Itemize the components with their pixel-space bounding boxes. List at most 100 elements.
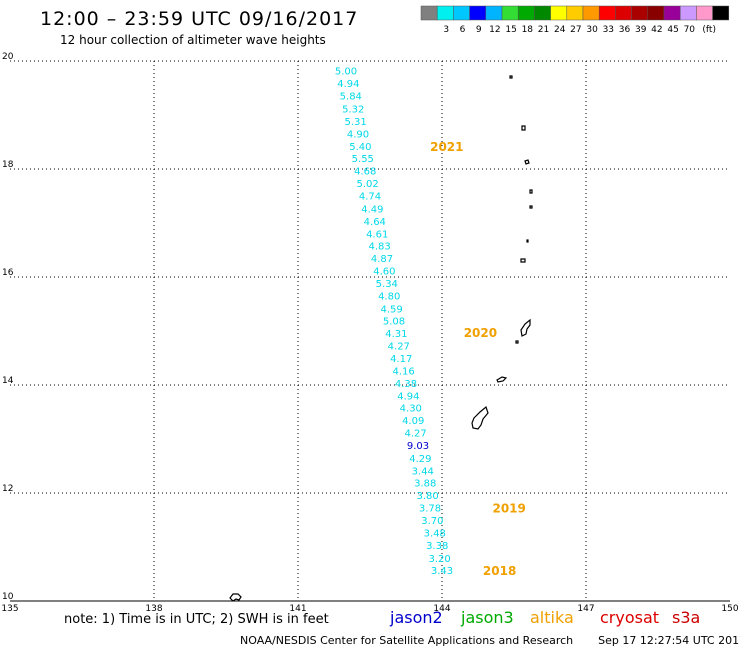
island <box>521 125 526 131</box>
wave-height-label: 5.32 <box>342 105 364 116</box>
satellite-label-altika: altika <box>530 608 574 627</box>
lon-tick-label: 141 <box>289 604 306 612</box>
pass-label: 2021 <box>430 140 463 154</box>
satellite-label-s3a: s3a <box>672 608 701 627</box>
island <box>524 159 530 165</box>
pass-label: 2018 <box>483 564 516 578</box>
wave-height-label: 4.74 <box>359 191 381 202</box>
island <box>520 318 531 337</box>
color-scale-legend: 3 6 9 12 15 18 21 24 27 30 33 36 39 42 45 70 (ft) <box>420 5 730 35</box>
island <box>529 189 533 194</box>
color-scale-label: 42 <box>651 25 662 35</box>
wave-height-label: 3.78 <box>419 504 441 515</box>
color-scale-label: 3 <box>443 25 449 35</box>
wave-height-label: 3.88 <box>414 479 436 490</box>
wave-height-label: 5.40 <box>349 142 371 153</box>
wave-height-label: 4.27 <box>388 342 410 353</box>
wave-height-label: 4.30 <box>400 404 422 415</box>
wave-height-label: 4.49 <box>361 204 383 215</box>
footer-credit: NOAA/NESDIS Center for Satellite Applica… <box>240 634 574 647</box>
wave-height-label: 3.44 <box>412 466 434 477</box>
lon-tick-label: 135 <box>1 604 18 612</box>
lon-tick-label: 144 <box>433 604 450 612</box>
wave-height-label: 4.83 <box>368 242 390 253</box>
wave-height-label: 4.16 <box>392 366 414 377</box>
wave-height-label: 5.31 <box>344 117 366 128</box>
color-scale-label: 45 <box>667 25 678 35</box>
satellite-label-jason2: jason2 <box>390 608 443 627</box>
color-scale-label: 21 <box>538 25 549 35</box>
wave-height-label: 4.59 <box>380 304 402 315</box>
color-scale-label: 15 <box>505 25 516 35</box>
wave-height-label: 4.68 <box>354 167 376 178</box>
footer: NOAA/NESDIS Center for Satellite Applica… <box>240 634 740 647</box>
wave-height-label: 4.60 <box>373 267 395 278</box>
color-scale-label: 70 <box>684 25 696 35</box>
wave-height-label: 4.09 <box>402 416 424 427</box>
lon-tick-label: 147 <box>577 604 594 612</box>
color-scale-label: 6 <box>460 25 466 35</box>
color-scale-label: 24 <box>554 25 566 35</box>
wave-height-label: 3.48 <box>424 528 446 539</box>
color-scale-label: 30 <box>586 25 598 35</box>
note-text: note: 1) Time is in UTC; 2) SWH is in fe… <box>64 612 329 627</box>
island <box>520 258 526 263</box>
wave-height-label: 4.61 <box>366 229 388 240</box>
lon-tick-label: 138 <box>145 604 162 612</box>
lat-tick-label: 10 <box>2 592 14 602</box>
color-scale-label: 33 <box>603 25 614 35</box>
wave-height-label: 3.70 <box>421 516 443 527</box>
color-scale-label: 18 <box>522 25 534 35</box>
lon-tick-label: 150 <box>721 604 738 612</box>
wave-height-label: 4.80 <box>378 291 400 302</box>
wave-height-label: 3.38 <box>426 541 448 552</box>
lat-tick-label: 12 <box>2 484 13 494</box>
color-swatch <box>712 5 730 21</box>
color-scale-unit: (ft) <box>702 25 716 35</box>
wave-height-label: 4.94 <box>397 391 419 402</box>
island <box>515 340 519 344</box>
satellite-label-cryosat: cryosat <box>600 608 660 627</box>
wave-height-label: 9.03 <box>407 441 429 452</box>
wave-height-label: 4.87 <box>371 254 393 265</box>
wave-height-label: 5.34 <box>376 279 398 290</box>
wave-height-label: 5.84 <box>340 92 362 103</box>
wave-height-label: 5.00 <box>335 67 357 78</box>
wave-height-label: 4.27 <box>404 429 426 440</box>
lat-tick-label: 18 <box>2 160 14 170</box>
page-subtitle: 12 hour collection of altimeter wave hei… <box>60 33 326 47</box>
wave-height-label: 5.55 <box>352 154 374 165</box>
island <box>529 205 533 209</box>
pass-label: 2020 <box>464 326 497 340</box>
pass-label: 2019 <box>492 502 525 516</box>
wave-height-label: 5.08 <box>383 317 405 328</box>
satellite-label-jason3: jason3 <box>461 608 514 627</box>
color-scale-label: 9 <box>476 25 482 35</box>
wave-height-label: 4.64 <box>364 217 386 228</box>
color-scale-label: 36 <box>619 25 631 35</box>
wave-height-label: 5.02 <box>356 179 378 190</box>
lat-tick-label: 14 <box>2 376 14 386</box>
wave-height-label: 4.31 <box>385 329 407 340</box>
island <box>229 593 242 602</box>
island <box>509 75 513 79</box>
island <box>471 405 489 430</box>
wave-height-label: 3.20 <box>428 554 450 565</box>
lat-tick-label: 20 <box>2 52 14 62</box>
wave-height-label: 4.29 <box>409 454 431 465</box>
color-scale-label: 12 <box>489 25 500 35</box>
wave-height-label: 4.38 <box>395 379 417 390</box>
wave-height-label: 3.80 <box>416 491 438 502</box>
page-title: 12:00 – 23:59 UTC 09/16/2017 <box>40 8 359 30</box>
wave-height-label: 3.43 <box>431 566 453 577</box>
wave-height-label: 4.94 <box>337 79 359 90</box>
wave-height-label: 4.90 <box>347 129 369 140</box>
island <box>526 239 529 243</box>
color-scale-label: 39 <box>635 25 647 35</box>
footer-timestamp: Sep 17 12:27:54 UTC 2017 <box>598 634 740 647</box>
color-scale-label: 27 <box>570 25 581 35</box>
island <box>496 376 508 383</box>
lat-tick-label: 16 <box>2 268 14 278</box>
island-outlines <box>229 75 533 602</box>
